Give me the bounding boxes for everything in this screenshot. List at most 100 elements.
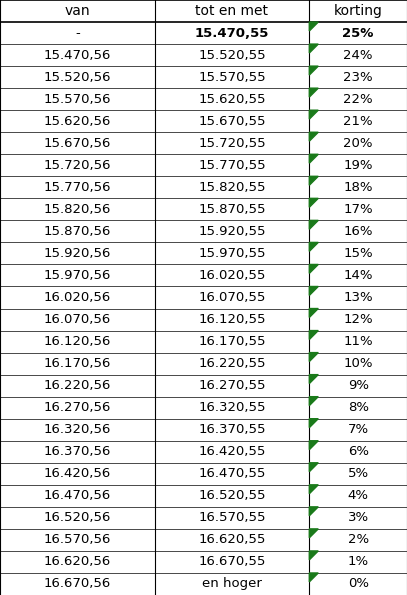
Bar [0, 507, 155, 529]
Text: 22%: 22% [344, 93, 373, 106]
Polygon shape [309, 441, 318, 450]
Text: 16.370,56: 16.370,56 [44, 445, 111, 458]
Bar [155, 44, 309, 66]
Text: 16.170,56: 16.170,56 [44, 357, 111, 370]
Bar [155, 441, 309, 463]
Text: tot en met: tot en met [195, 4, 269, 18]
Text: 18%: 18% [344, 181, 373, 194]
Text: 16.670,55: 16.670,55 [198, 556, 266, 568]
Text: 24%: 24% [344, 49, 373, 62]
Text: 15.720,55: 15.720,55 [198, 137, 266, 150]
Bar [309, 419, 407, 441]
Bar [155, 220, 309, 242]
Bar [0, 0, 155, 22]
Text: 8%: 8% [348, 401, 369, 414]
Polygon shape [309, 264, 318, 273]
Text: van: van [65, 4, 90, 18]
Text: 21%: 21% [344, 115, 373, 128]
Text: 15.970,55: 15.970,55 [198, 247, 266, 260]
Bar [309, 198, 407, 220]
Text: 16.070,55: 16.070,55 [198, 291, 266, 304]
Bar [155, 88, 309, 110]
Text: 10%: 10% [344, 357, 373, 370]
Polygon shape [309, 551, 318, 560]
Bar [309, 242, 407, 264]
Text: 4%: 4% [348, 489, 369, 502]
Bar [0, 375, 155, 397]
Text: 15.770,55: 15.770,55 [198, 159, 266, 172]
Text: 15.920,55: 15.920,55 [198, 225, 266, 238]
Bar [0, 485, 155, 507]
Bar [155, 463, 309, 485]
Polygon shape [309, 154, 318, 163]
Polygon shape [309, 220, 318, 229]
Bar [155, 198, 309, 220]
Text: 16.220,56: 16.220,56 [44, 379, 111, 392]
Text: 9%: 9% [348, 379, 369, 392]
Bar [309, 375, 407, 397]
Bar [155, 419, 309, 441]
Text: en hoger: en hoger [202, 578, 262, 590]
Text: 16.520,55: 16.520,55 [198, 489, 266, 502]
Text: 1%: 1% [348, 556, 369, 568]
Text: 16.570,56: 16.570,56 [44, 533, 111, 546]
Bar [309, 66, 407, 88]
Text: korting: korting [334, 4, 383, 18]
Polygon shape [309, 419, 318, 428]
Text: 15.520,55: 15.520,55 [198, 49, 266, 62]
Bar [309, 463, 407, 485]
Bar [155, 573, 309, 595]
Text: 15.870,55: 15.870,55 [198, 203, 266, 216]
Text: 15.720,56: 15.720,56 [44, 159, 111, 172]
Polygon shape [309, 88, 318, 97]
Bar [155, 242, 309, 264]
Text: 15.670,56: 15.670,56 [44, 137, 111, 150]
Text: 15.820,55: 15.820,55 [198, 181, 266, 194]
Text: 0%: 0% [348, 578, 369, 590]
Text: 15%: 15% [344, 247, 373, 260]
Text: 16.570,55: 16.570,55 [198, 511, 266, 524]
Text: 16.620,56: 16.620,56 [44, 556, 111, 568]
Bar [155, 529, 309, 551]
Bar [0, 331, 155, 353]
Bar [0, 242, 155, 264]
Polygon shape [309, 353, 318, 362]
Bar [309, 0, 407, 22]
Text: 3%: 3% [348, 511, 369, 524]
Polygon shape [309, 375, 318, 384]
Bar [309, 176, 407, 198]
Bar [309, 353, 407, 375]
Bar [0, 551, 155, 573]
Bar [0, 198, 155, 220]
Bar [155, 485, 309, 507]
Bar [155, 22, 309, 44]
Bar [309, 397, 407, 419]
Polygon shape [309, 397, 318, 406]
Text: 16.470,56: 16.470,56 [44, 489, 111, 502]
Text: 15.620,56: 15.620,56 [44, 115, 111, 128]
Bar [155, 331, 309, 353]
Bar [0, 309, 155, 331]
Polygon shape [309, 573, 318, 582]
Text: 16.270,56: 16.270,56 [44, 401, 111, 414]
Bar [0, 176, 155, 198]
Bar [155, 309, 309, 331]
Bar [309, 507, 407, 529]
Text: 13%: 13% [344, 291, 373, 304]
Polygon shape [309, 309, 318, 318]
Text: 15.820,56: 15.820,56 [44, 203, 111, 216]
Bar [309, 485, 407, 507]
Bar [309, 529, 407, 551]
Text: 2%: 2% [348, 533, 369, 546]
Bar [0, 132, 155, 154]
Bar [309, 220, 407, 242]
Text: 15.920,56: 15.920,56 [44, 247, 111, 260]
Text: 15.620,55: 15.620,55 [198, 93, 266, 106]
Bar [0, 88, 155, 110]
Text: 15.470,55: 15.470,55 [195, 27, 269, 39]
Bar [309, 264, 407, 286]
Bar [309, 110, 407, 132]
Text: 16.020,55: 16.020,55 [198, 269, 266, 282]
Text: 16.670,56: 16.670,56 [44, 578, 111, 590]
Bar [0, 463, 155, 485]
